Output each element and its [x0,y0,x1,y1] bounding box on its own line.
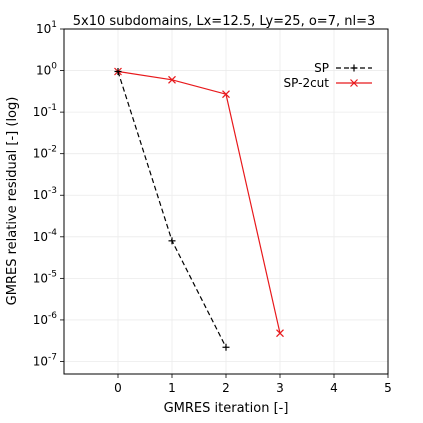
y-tick-label-base: 10 [36,22,51,36]
y-tick-label-base: 10 [33,188,48,202]
data-point-sp [114,67,122,75]
y-tick-label: 10-5 [33,269,57,285]
y-tick-label: 10-4 [33,228,58,244]
chart-title: 5x10 subdomains, Lx=12.5, Ly=25, o=7, nl… [73,14,376,29]
y-tick-label-exponent: -3 [48,186,57,196]
series [114,67,284,351]
y-tick-label-exponent: -6 [48,311,57,321]
x-tick-label: 5 [384,381,392,395]
y-tick-label: 101 [36,20,57,36]
data-point-sp [222,343,230,351]
y-tick-label-base: 10 [33,313,48,327]
y-tick-label: 10-6 [33,311,58,327]
y-tick-label-exponent: -4 [48,228,57,238]
y-tick-label: 100 [36,62,57,78]
y-tick-label: 10-1 [33,103,57,119]
x-tick-label: 4 [330,381,338,395]
legend-entry-sp: SP [314,61,372,75]
y-tick-label-base: 10 [33,147,48,161]
y-tick-label-base: 10 [33,354,48,368]
x-tick-label: 2 [222,381,230,395]
x-axis-label: GMRES iteration [-] [164,401,289,416]
y-tick-label-exponent: -7 [48,352,57,362]
series-line-sp-2cut [117,70,281,334]
y-tick-label-exponent: 1 [51,20,57,30]
legend-label: SP [314,61,329,75]
series-sp [114,67,230,351]
y-axis-label: GMRES relative residual [-] (log) [5,97,20,306]
data-point-sp [168,237,176,245]
data-point-sp-2cut [168,75,176,84]
y-tick-label-exponent: -5 [48,269,57,279]
y-tick-label-base: 10 [33,230,48,244]
y-tick-label-base: 10 [33,271,48,285]
y-tick-label: 10-3 [33,186,57,202]
x-tick-label: 1 [168,381,176,395]
series-sp-2cut [114,67,284,338]
y-tick-label: 10-2 [33,145,57,161]
data-point-sp-2cut [276,329,284,338]
legend-marker [350,79,358,87]
y-tick-label: 10-7 [33,352,57,368]
y-tick-label-base: 10 [36,64,51,78]
legend-label: SP-2cut [284,76,330,90]
legend-marker [350,64,358,72]
y-tick-label-exponent: 0 [51,62,57,72]
y-tick-label-exponent: -2 [48,145,57,155]
y-tick-label-base: 10 [33,105,48,119]
y-tick-label-exponent: -1 [48,103,57,113]
x-tick-label: 0 [114,381,122,395]
x-tick-label: 3 [276,381,284,395]
data-point-sp-2cut [222,90,230,99]
legend-entry-sp-2cut: SP-2cut [284,76,372,90]
